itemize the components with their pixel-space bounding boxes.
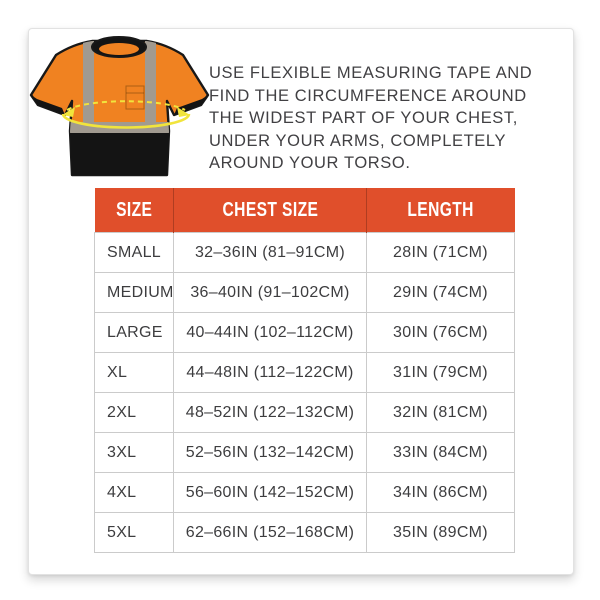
size-chart-table: SIZE CHEST SIZE LENGTH SMALL 32–36IN (81… (94, 188, 515, 553)
hi-vis-tshirt-icon (29, 36, 210, 177)
table-row: SMALL 32–36IN (81–91CM) 28IN (71CM) (94, 232, 515, 273)
size-cell: SMALL (94, 232, 174, 273)
tshirt-illustration (29, 31, 211, 183)
measuring-instructions: USE FLEXIBLE MEASURING TAPE AND FIND THE… (209, 62, 569, 175)
size-cell: 2XL (94, 392, 174, 433)
size-cell: LARGE (94, 312, 174, 353)
instruction-line: AROUND YOUR TORSO. (209, 154, 411, 173)
sizing-info-card: USE FLEXIBLE MEASURING TAPE AND FIND THE… (28, 28, 574, 575)
chest-size-cell: 56–60IN (142–152CM) (173, 472, 367, 513)
chest-pocket (125, 85, 145, 110)
chest-size-cell: 52–56IN (132–142CM) (173, 432, 367, 473)
header-size: SIZE (94, 188, 174, 233)
length-cell: 33IN (84CM) (366, 432, 515, 473)
chest-size-cell: 44–48IN (112–122CM) (173, 352, 367, 393)
length-cell: 28IN (71CM) (366, 232, 515, 273)
table-row: LARGE 40–44IN (102–112CM) 30IN (76CM) (94, 312, 515, 353)
chest-size-cell: 36–40IN (91–102CM) (173, 272, 367, 313)
size-cell: XL (94, 352, 174, 393)
table-header-row: SIZE CHEST SIZE LENGTH (94, 188, 515, 233)
tape-arrow-right (177, 107, 190, 117)
table-row: MEDIUM 36–40IN (91–102CM) 29IN (74CM) (94, 272, 515, 313)
right-cuff-trim (174, 95, 208, 115)
left-cuff-trim (31, 95, 65, 115)
measuring-tape-bottom-arc (61, 113, 191, 129)
table-row: XL 44–48IN (112–122CM) 31IN (79CM) (94, 352, 515, 393)
header-chest-size-label: CHEST SIZE (222, 198, 318, 221)
table-row: 5XL 62–66IN (152–168CM) 35IN (89CM) (94, 512, 515, 553)
table-row: 2XL 48–52IN (122–132CM) 32IN (81CM) (94, 392, 515, 433)
chest-size-cell: 32–36IN (81–91CM) (173, 232, 367, 273)
header-length-label: LENGTH (407, 198, 474, 221)
table-row: 3XL 52–56IN (132–142CM) 33IN (84CM) (94, 432, 515, 473)
length-cell: 29IN (74CM) (366, 272, 515, 313)
instruction-line: THE WIDEST PART OF YOUR CHEST, (209, 109, 518, 128)
length-cell: 34IN (86CM) (366, 472, 515, 513)
measuring-tape-top-arc (66, 100, 186, 111)
instruction-line: FIND THE CIRCUMFERENCE AROUND (209, 86, 527, 105)
chest-size-cell: 48–52IN (122–132CM) (173, 392, 367, 433)
instruction-line: UNDER YOUR ARMS, COMPLETELY (209, 131, 507, 150)
length-cell: 30IN (76CM) (366, 312, 515, 353)
right-reflective-stripe (145, 41, 156, 133)
length-cell: 32IN (81CM) (366, 392, 515, 433)
collar-inner (99, 43, 139, 55)
left-reflective-stripe (83, 41, 94, 133)
size-cell: 5XL (94, 512, 174, 553)
header-chest-size: CHEST SIZE (173, 188, 367, 233)
tape-arrow-left (62, 107, 75, 117)
length-cell: 31IN (79CM) (366, 352, 515, 393)
header-size-label: SIZE (115, 198, 152, 221)
size-cell: 3XL (94, 432, 174, 473)
black-bottom-panel (65, 133, 175, 175)
chest-size-cell: 40–44IN (102–112CM) (173, 312, 367, 353)
size-cell: 4XL (94, 472, 174, 513)
instruction-line: USE FLEXIBLE MEASURING TAPE AND (209, 64, 533, 82)
chest-size-cell: 62–66IN (152–168CM) (173, 512, 367, 553)
length-cell: 35IN (89CM) (366, 512, 515, 553)
size-cell: MEDIUM (94, 272, 174, 313)
header-length: LENGTH (366, 188, 515, 233)
table-row: 4XL 56–60IN (142–152CM) 34IN (86CM) (94, 472, 515, 513)
